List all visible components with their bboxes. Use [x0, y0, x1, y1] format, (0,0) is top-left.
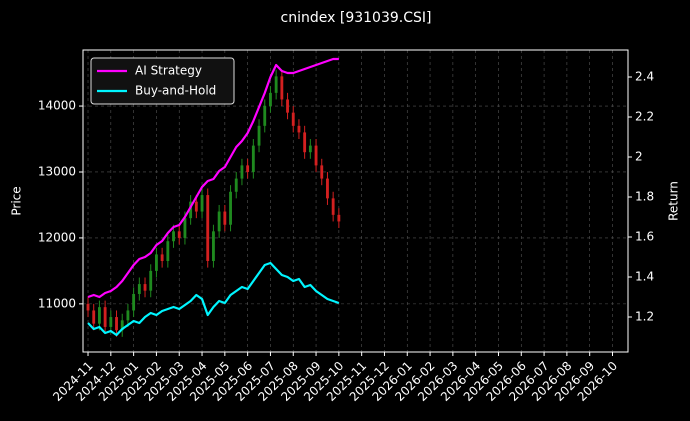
y-tick-label: 13000 [38, 164, 76, 178]
candle-body [269, 92, 272, 107]
candle-body [331, 198, 335, 215]
candle-body [308, 145, 312, 153]
candle-body [115, 317, 118, 331]
y-tick-label: 11000 [38, 296, 76, 310]
y-tick-label: 14000 [38, 99, 76, 113]
candle-body [194, 201, 198, 212]
candle-body [155, 254, 158, 271]
candle-body [286, 99, 289, 113]
candle-body [172, 231, 175, 242]
candle-body [103, 307, 107, 327]
line-series [87, 261, 340, 337]
chart-title: cnindex [931039.CSI] [281, 10, 432, 26]
y2-tick-label: 2 [635, 150, 643, 164]
candle-body [234, 178, 238, 192]
y2-tick-label: 2.2 [635, 110, 654, 124]
line-series [87, 57, 339, 299]
candle-body [212, 231, 215, 262]
candle-body [86, 303, 90, 311]
candle-body [137, 284, 141, 294]
legend-label: AI Strategy [135, 64, 202, 78]
candle-body [160, 254, 164, 262]
candle-body [320, 165, 324, 179]
y-tick-label: 12000 [38, 230, 76, 244]
y-axis-label: Price [10, 186, 24, 215]
candle-body [337, 214, 341, 222]
candle-body [274, 76, 278, 93]
candle-body [126, 310, 130, 321]
candle-body [97, 307, 101, 324]
candle-body [257, 125, 261, 146]
plot-frame [82, 49, 629, 353]
candle-body [166, 241, 170, 262]
candle-body [240, 165, 244, 179]
candle-body [177, 231, 181, 238]
candle-body [149, 270, 153, 291]
candle-body [229, 191, 232, 225]
candle-body [132, 293, 136, 311]
legend-box [90, 57, 235, 105]
candle-body [200, 195, 204, 212]
candle-body [291, 112, 295, 126]
candle-body [120, 320, 124, 331]
candle-body [223, 211, 227, 225]
candle-body [217, 211, 221, 232]
candle-body [189, 201, 193, 219]
candle-body [314, 145, 318, 166]
candle-body [92, 310, 96, 324]
candle-body [297, 125, 301, 133]
y2-tick-label: 1.8 [635, 190, 654, 204]
candle-body [263, 106, 267, 126]
y2-tick-label: 2.4 [635, 70, 654, 84]
y2-axis-label: Return [667, 181, 681, 221]
legend-label: Buy-and-Hold [135, 84, 216, 98]
y2-tick-label: 1.6 [635, 230, 654, 244]
candle-body [206, 195, 210, 262]
candle-body [246, 165, 250, 172]
candle-body [143, 284, 147, 291]
candle-body [303, 132, 307, 153]
y2-tick-label: 1.2 [635, 310, 654, 324]
candle-body [280, 76, 284, 100]
candle-body [183, 218, 187, 238]
y2-tick-label: 1.4 [635, 270, 654, 284]
candle-body [251, 145, 255, 172]
candle-body [109, 317, 113, 327]
candle-body [326, 178, 329, 199]
